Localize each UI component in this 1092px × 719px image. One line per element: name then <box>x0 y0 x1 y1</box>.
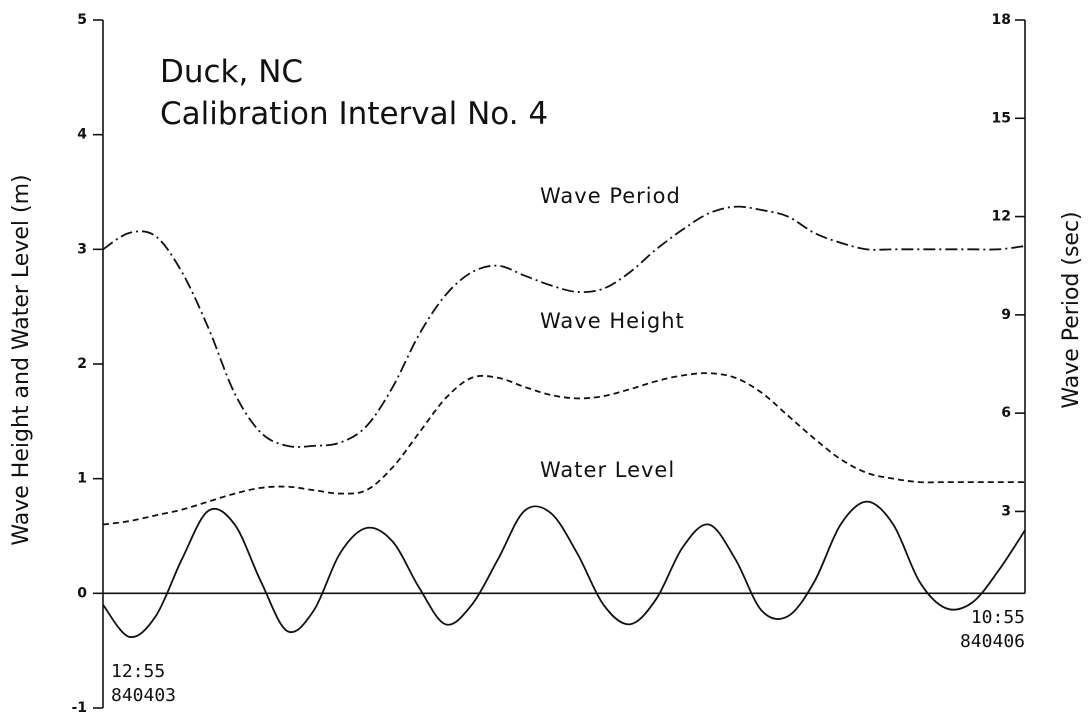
y-tick-label: 1 <box>77 471 87 487</box>
y-tick-label: 4 <box>77 127 87 143</box>
y2-tick-label: 6 <box>1001 405 1011 421</box>
y2-tick-label: 18 <box>992 12 1011 28</box>
y-tick-label: 5 <box>77 12 87 28</box>
y-axis-label: Wave Height and Water Level (m) <box>9 174 34 545</box>
chart-title: Duck, NC <box>160 54 303 90</box>
x-tick-label: 12:55 840403 <box>111 661 176 706</box>
y2-tick-label: 3 <box>1001 503 1011 519</box>
y2-tick-label: 12 <box>992 209 1011 225</box>
y2-axis-label: Wave Period (sec) <box>1059 211 1084 408</box>
y-tick-label: 3 <box>77 241 87 257</box>
series-label: Wave Period <box>540 184 681 208</box>
x-tick-label-line: 10:55 <box>971 607 1025 628</box>
series-line <box>102 205 1026 448</box>
series-line <box>102 372 1025 526</box>
series-line <box>102 500 1026 639</box>
y2-tick-label: 9 <box>1001 307 1011 323</box>
x-tick-label-line: 840406 <box>960 631 1025 652</box>
chart-subtitle: Calibration Interval No. 4 <box>160 96 548 132</box>
y-tick-label: 2 <box>77 356 87 372</box>
series-label: Water Level <box>540 458 675 482</box>
x-tick-label: 10:55 840406 <box>960 607 1025 652</box>
y2-tick-label: 15 <box>992 110 1011 126</box>
x-tick-label-line: 12:55 <box>111 661 165 682</box>
y-tick-label: -1 <box>71 700 87 716</box>
y-tick-label: 0 <box>77 585 87 601</box>
x-tick-label-line: 840403 <box>111 685 176 706</box>
series-label: Wave Height <box>540 309 685 333</box>
